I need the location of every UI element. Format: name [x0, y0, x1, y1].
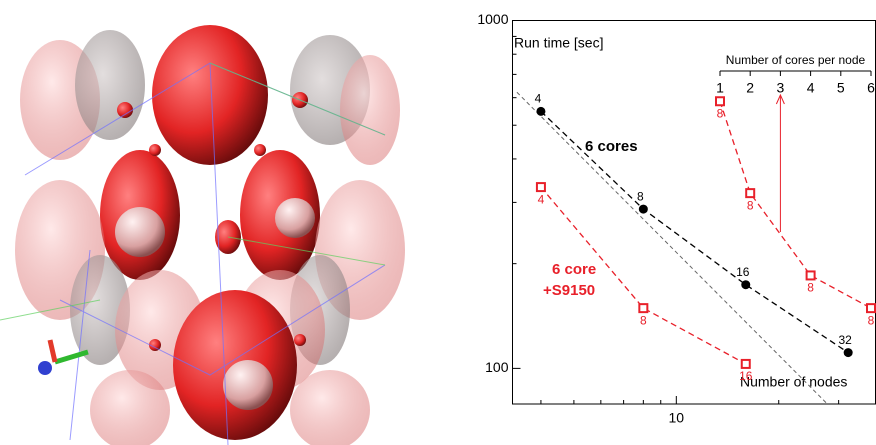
- x-axis-title: Number of nodes: [740, 374, 847, 390]
- cell-edge: [0, 62, 386, 321]
- x2-tick-label: 1: [716, 80, 724, 96]
- x2-axis-title: Number of cores per node: [726, 53, 866, 67]
- x2-tick-label: 4: [807, 80, 815, 96]
- point: [535, 182, 546, 193]
- point-label: 16: [739, 369, 753, 383]
- chart: 100 1000 10 Run time [sec] Number of nodes Nu…: [477, 11, 876, 426]
- reference-line: [516, 91, 828, 405]
- x2-tick-label: 2: [746, 80, 754, 96]
- series-name: 6 core: [552, 261, 596, 278]
- point: [805, 270, 816, 281]
- point: [740, 358, 751, 369]
- series-line: [540, 110, 849, 354]
- point-label: 16: [736, 265, 750, 279]
- lobe: [152, 25, 268, 165]
- x2-tick-label: 5: [837, 80, 845, 96]
- sphere: [149, 144, 161, 156]
- y-tick-label: 1000: [477, 11, 508, 27]
- sphere: [254, 144, 266, 156]
- y-tick-label: 100: [485, 359, 509, 375]
- point: [536, 106, 546, 116]
- point-label: 8: [868, 313, 875, 327]
- sphere: [223, 360, 273, 410]
- sphere: [294, 334, 306, 346]
- point-label: 8: [717, 106, 724, 120]
- point: [638, 303, 649, 314]
- point-label: 8: [807, 281, 814, 295]
- lobe: [90, 370, 170, 445]
- x2-tick-label: 3: [777, 80, 785, 96]
- point-label: 8: [747, 198, 754, 212]
- series-line: [540, 186, 747, 365]
- sphere: [115, 207, 165, 257]
- y-axis-title: Run time [sec]: [514, 35, 603, 51]
- lobe: [70, 255, 130, 365]
- triad-x: [38, 361, 52, 375]
- point: [843, 348, 853, 358]
- plot-frame: [512, 20, 876, 405]
- lobe: [290, 370, 370, 445]
- sphere: [117, 102, 133, 118]
- sphere: [275, 198, 315, 238]
- point-label: 8: [640, 313, 647, 327]
- lobe: [340, 55, 400, 165]
- point-label: 4: [535, 92, 542, 106]
- point: [638, 204, 648, 214]
- point: [745, 188, 756, 199]
- arrow-head: [775, 93, 785, 105]
- point-label: 8: [637, 189, 644, 203]
- triad-z: [47, 339, 58, 363]
- sphere: [149, 339, 161, 351]
- triad-y: [54, 349, 89, 365]
- axis-triad: [38, 339, 89, 375]
- series-name: 6 cores: [585, 138, 638, 155]
- point: [866, 303, 876, 314]
- x2-tick-label: 6: [867, 80, 875, 96]
- series-line: [719, 101, 872, 309]
- series-name: +S9150: [543, 282, 595, 299]
- point: [715, 96, 725, 107]
- point: [741, 280, 751, 290]
- rendering: [0, 25, 425, 445]
- x-tick-label: 10: [669, 410, 685, 426]
- point-label: 4: [538, 192, 545, 206]
- point-label: 32: [838, 333, 852, 347]
